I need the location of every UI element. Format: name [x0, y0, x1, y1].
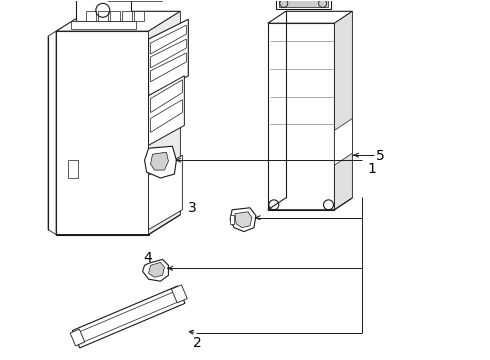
Polygon shape	[150, 53, 186, 82]
Text: 1: 1	[368, 162, 376, 176]
Polygon shape	[150, 80, 182, 113]
Polygon shape	[230, 215, 234, 224]
Polygon shape	[148, 19, 188, 96]
Polygon shape	[276, 0, 331, 9]
Polygon shape	[279, 0, 327, 7]
Polygon shape	[148, 11, 180, 235]
Polygon shape	[145, 146, 176, 178]
Polygon shape	[70, 329, 85, 346]
Polygon shape	[148, 155, 182, 230]
Polygon shape	[268, 23, 335, 210]
Polygon shape	[172, 285, 187, 303]
Polygon shape	[98, 11, 108, 21]
Text: 4: 4	[144, 251, 152, 265]
Polygon shape	[230, 208, 256, 231]
Polygon shape	[150, 100, 182, 132]
Polygon shape	[71, 21, 136, 29]
Polygon shape	[76, 0, 131, 21]
Text: 3: 3	[188, 201, 197, 215]
Polygon shape	[56, 31, 148, 235]
Polygon shape	[268, 11, 352, 23]
Polygon shape	[134, 11, 144, 21]
Polygon shape	[150, 152, 169, 170]
Polygon shape	[73, 286, 185, 348]
Polygon shape	[108, 0, 163, 1]
Polygon shape	[235, 212, 252, 228]
Polygon shape	[150, 39, 186, 68]
Polygon shape	[150, 25, 186, 54]
Polygon shape	[68, 160, 78, 178]
Polygon shape	[148, 262, 165, 277]
Polygon shape	[48, 31, 56, 235]
Text: 5: 5	[376, 149, 385, 163]
Polygon shape	[110, 11, 120, 21]
Polygon shape	[122, 11, 132, 21]
Polygon shape	[86, 11, 96, 21]
Polygon shape	[78, 292, 179, 342]
Polygon shape	[335, 11, 352, 210]
Text: 2: 2	[193, 336, 202, 350]
Polygon shape	[143, 260, 169, 281]
Polygon shape	[335, 118, 352, 165]
Polygon shape	[148, 76, 184, 145]
Polygon shape	[56, 11, 180, 31]
